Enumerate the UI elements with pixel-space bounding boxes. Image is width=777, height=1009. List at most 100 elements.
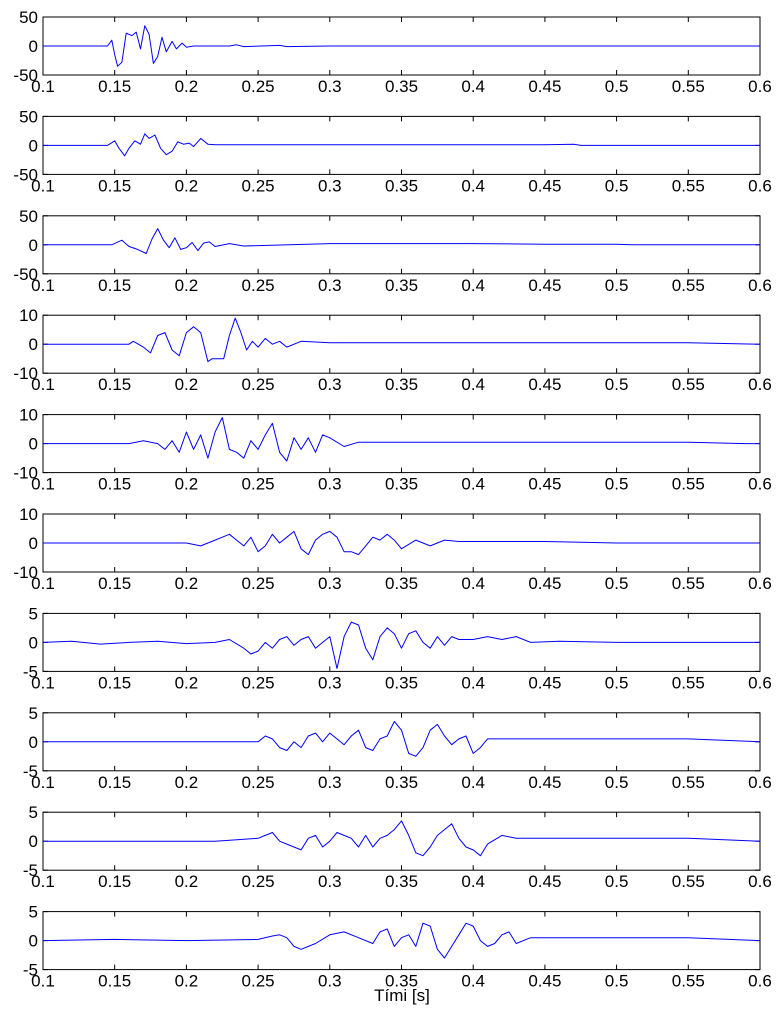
x-tick-label: 0.55 xyxy=(672,673,705,692)
y-tick-label: 10 xyxy=(19,306,38,325)
x-tick-label: 0.35 xyxy=(385,176,418,195)
x-tick-label: 0.2 xyxy=(175,77,199,96)
x-tick-label: 0.1 xyxy=(31,574,55,593)
x-tick-label: 0.1 xyxy=(31,872,55,891)
x-axis-label: Tími [s] xyxy=(374,986,430,1005)
x-tick-label: 0.25 xyxy=(242,475,275,494)
x-tick-label: 0.3 xyxy=(318,176,342,195)
axes-box xyxy=(42,414,761,474)
y-tick-label: -5 xyxy=(23,762,38,781)
x-tick-label: 0.5 xyxy=(605,77,629,96)
x-tick-label: 0.6 xyxy=(748,673,772,692)
x-tick-label: 0.5 xyxy=(605,872,629,891)
x-tick-label: 0.3 xyxy=(318,972,342,991)
x-tick-label: 0.4 xyxy=(461,375,485,394)
axes-box xyxy=(42,911,761,971)
x-tick-label: 0.55 xyxy=(672,176,705,195)
x-tick-label: 0.4 xyxy=(461,673,485,692)
y-tick-label: 5 xyxy=(29,604,38,623)
x-tick-label: 0.45 xyxy=(528,77,561,96)
x-tick-label: 0.2 xyxy=(175,972,199,991)
x-tick-label: 0.1 xyxy=(31,375,55,394)
x-tick-label: 0.35 xyxy=(385,276,418,295)
x-tick-label: 0.3 xyxy=(318,773,342,792)
x-tick-label: 0.15 xyxy=(98,375,131,394)
subplot: 0.1 0.15 0.2 0.25 0.3 0.35 0.4 0.45 0.5 0.55 0.6 -5… xyxy=(23,704,772,792)
x-tick-label: 0.5 xyxy=(605,972,629,991)
subplot: 0.1 0.15 0.2 0.25 0.3 0.35 0.4 0.45 0.5 0.55 0.6 -5… xyxy=(13,207,771,295)
x-tick-label: 0.25 xyxy=(242,673,275,692)
subplot: 0.1 0.15 0.2 0.25 0.3 0.35 0.4 0.45 0.5 0.55 0.6 -5… xyxy=(13,8,771,96)
x-tick-label: 0.5 xyxy=(605,574,629,593)
x-tick-label: 0.45 xyxy=(528,375,561,394)
x-tick-label: 0.45 xyxy=(528,176,561,195)
x-tick-label: 0.2 xyxy=(175,574,199,593)
y-tick-label: 50 xyxy=(19,107,38,126)
y-tick-label: -50 xyxy=(13,66,38,85)
x-tick-label: 0.35 xyxy=(385,972,418,991)
y-tick-label: 0 xyxy=(29,37,38,56)
signal-trace xyxy=(43,530,760,556)
x-tick-label: 0.4 xyxy=(461,475,485,494)
x-tick-label: 0.45 xyxy=(528,574,561,593)
x-tick-label: 0.15 xyxy=(98,77,131,96)
x-tick-label: 0.1 xyxy=(31,673,55,692)
subplot: 0.1 0.15 0.2 0.25 0.3 0.35 0.4 0.45 0.5 0.55 0.6 -5… xyxy=(13,107,771,195)
y-tick-label: -5 xyxy=(23,961,38,980)
y-tick-label: 5 xyxy=(29,903,38,922)
y-tick-label: 0 xyxy=(29,832,38,851)
x-tick-label: 0.5 xyxy=(605,673,629,692)
y-tick-label: -5 xyxy=(23,662,38,681)
subplot: 0.1 0.15 0.2 0.25 0.3 0.35 0.4 0.45 0.5 0.55 0.6 -1… xyxy=(13,505,771,593)
x-tick-label: 0.3 xyxy=(318,375,342,394)
x-tick-label: 0.25 xyxy=(242,574,275,593)
x-tick-label: 0.5 xyxy=(605,176,629,195)
x-tick-label: 0.6 xyxy=(748,375,772,394)
x-tick-label: 0.5 xyxy=(605,375,629,394)
x-tick-label: 0.45 xyxy=(528,673,561,692)
y-tick-label: 0 xyxy=(29,932,38,951)
x-tick-label: 0.4 xyxy=(461,77,485,96)
y-tick-label: -5 xyxy=(23,861,38,880)
y-tick-label: -50 xyxy=(13,165,38,184)
x-tick-label: 0.35 xyxy=(385,77,418,96)
x-tick-label: 0.6 xyxy=(748,176,772,195)
x-tick-label: 0.45 xyxy=(528,872,561,891)
x-tick-label: 0.6 xyxy=(748,574,772,593)
x-tick-label: 0.1 xyxy=(31,773,55,792)
signal-trace xyxy=(43,820,761,857)
x-tick-label: 0.4 xyxy=(461,276,485,295)
y-tick-label: 0 xyxy=(29,435,38,454)
x-tick-label: 0.35 xyxy=(385,773,418,792)
x-tick-label: 0.2 xyxy=(175,673,199,692)
y-tick-label: 50 xyxy=(19,8,38,27)
subplot-stack: 0.1 0.15 0.2 0.25 0.3 0.35 0.4 0.45 0.5 0.55 0.6-5… xyxy=(13,8,771,991)
x-tick-label: 0.6 xyxy=(748,276,772,295)
x-tick-label: 0.5 xyxy=(605,276,629,295)
y-tick-label: 0 xyxy=(29,136,38,155)
y-tick-label: 0 xyxy=(29,236,38,255)
y-tick-label: 5 xyxy=(29,704,38,723)
signal-trace xyxy=(43,721,761,757)
x-tick-label: 0.45 xyxy=(528,276,561,295)
x-tick-label: 0.15 xyxy=(98,176,131,195)
x-tick-label: 0.55 xyxy=(672,872,705,891)
x-tick-label: 0.4 xyxy=(461,574,485,593)
x-tick-label: 0.1 xyxy=(31,972,55,991)
x-tick-label: 0.45 xyxy=(528,475,561,494)
x-tick-label: 0.4 xyxy=(461,773,485,792)
x-tick-label: 0.15 xyxy=(98,673,131,692)
x-tick-label: 0.2 xyxy=(175,375,199,394)
x-tick-label: 0.6 xyxy=(748,77,772,96)
x-tick-label: 0.55 xyxy=(672,574,705,593)
subplot: 0.1 0.15 0.2 0.25 0.3 0.35 0.4 0.45 0.5 0.55 0.6 -5… xyxy=(23,903,772,991)
x-tick-label: 0.4 xyxy=(461,872,485,891)
x-tick-label: 0.55 xyxy=(672,77,705,96)
subplot: 0.1 0.15 0.2 0.25 0.3 0.35 0.4 0.45 0.5 0.55 0.6 -1… xyxy=(13,406,771,494)
y-tick-label: 50 xyxy=(19,207,38,226)
x-tick-label: 0.15 xyxy=(98,276,131,295)
y-tick-label: 0 xyxy=(29,534,38,553)
x-tick-label: 0.15 xyxy=(98,574,131,593)
x-tick-label: 0.55 xyxy=(672,475,705,494)
subplot: 0.1 0.15 0.2 0.25 0.3 0.35 0.4 0.45 0.5 0.55 0.6 -5… xyxy=(23,803,772,891)
